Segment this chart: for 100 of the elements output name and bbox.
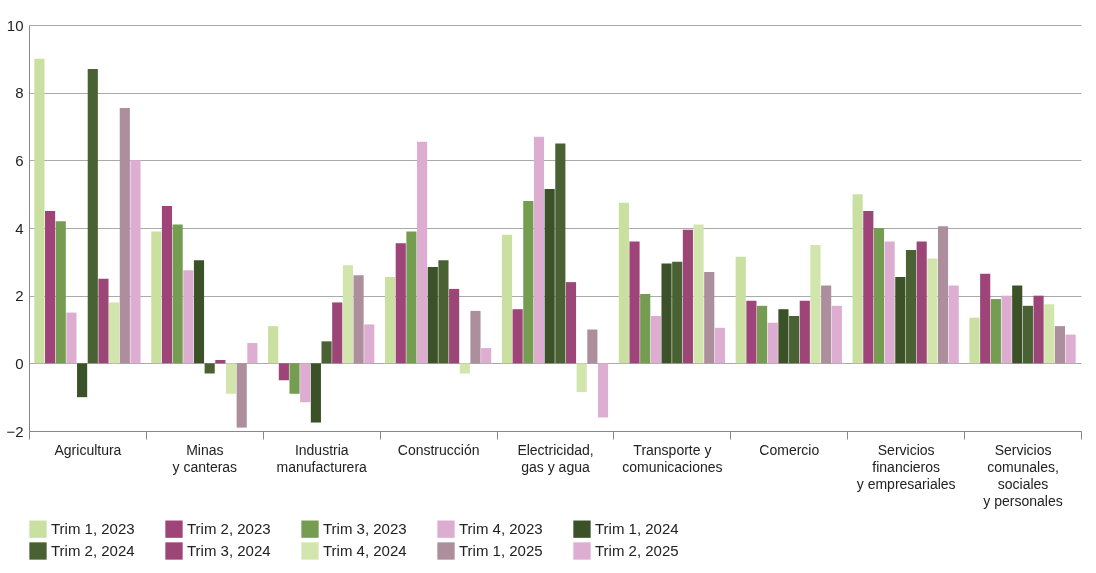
x-tick-label: Servicios financieros y empresariales — [856, 441, 956, 492]
bar — [735, 256, 746, 364]
bar — [810, 244, 821, 364]
legend-label: Trim 3, 2023 — [323, 520, 407, 538]
bar — [481, 348, 492, 364]
bar — [597, 363, 609, 418]
bar — [980, 273, 991, 364]
bar — [151, 231, 162, 364]
x-tick-label: Transporte y comunicaciones — [622, 441, 723, 475]
bar — [629, 241, 640, 364]
bar — [278, 363, 289, 381]
bar — [66, 312, 77, 364]
bar — [905, 249, 917, 364]
bar — [852, 194, 863, 364]
bar — [576, 363, 587, 393]
bar — [449, 288, 460, 364]
legend-label: Trim 2, 2025 — [595, 542, 679, 559]
bar — [873, 228, 885, 364]
bar — [172, 224, 183, 364]
bar — [87, 68, 98, 364]
bar — [247, 343, 258, 364]
x-tick-label: Industria manufacturera — [276, 441, 368, 475]
bar — [332, 302, 343, 364]
y-tick-label: 6 — [15, 151, 24, 169]
bar — [470, 310, 481, 364]
bar — [1033, 295, 1044, 364]
bar — [193, 260, 205, 364]
y-tick-label: 4 — [15, 219, 24, 237]
x-tick-label: Minas y canteras — [172, 441, 238, 475]
bar — [990, 299, 1001, 364]
bar — [937, 226, 949, 364]
bar — [789, 315, 800, 364]
bar — [130, 160, 141, 364]
bar — [927, 258, 938, 364]
bar — [778, 309, 789, 364]
bar — [757, 305, 768, 364]
bar — [438, 260, 449, 364]
bar — [799, 300, 810, 364]
y-tick-label: 8 — [15, 84, 24, 102]
bar — [268, 326, 279, 364]
bar — [119, 107, 130, 364]
bar — [672, 261, 683, 364]
bar — [45, 211, 56, 364]
legend-label: Trim 1, 2024 — [595, 520, 679, 538]
bar — [821, 285, 832, 364]
bar — [533, 136, 545, 364]
x-tick-label: Servicios comunales, sociales y personales — [983, 441, 1063, 509]
x-tick-label: Comercio — [759, 441, 820, 458]
y-tick-label: −2 — [6, 422, 24, 440]
x-tick-label: Construcción — [397, 441, 480, 458]
bar — [98, 278, 109, 364]
bar — [385, 277, 396, 364]
y-tick-label: 10 — [6, 16, 24, 34]
bar — [969, 317, 980, 364]
legend-label: Trim 4, 2023 — [459, 520, 543, 538]
bar — [300, 363, 311, 403]
bar — [523, 200, 534, 364]
bar — [916, 241, 927, 364]
bar — [395, 243, 406, 364]
legend-label: Trim 4, 2024 — [323, 542, 407, 559]
bar — [289, 363, 300, 394]
bar — [555, 143, 566, 364]
bar — [863, 211, 874, 364]
legend-label: Trim 1, 2023 — [51, 520, 135, 538]
bar — [459, 363, 470, 374]
bar — [225, 363, 237, 394]
bar — [544, 189, 555, 364]
x-tick-label: Agricultura — [54, 441, 122, 458]
bar — [1001, 295, 1012, 364]
legend-label: Trim 3, 2024 — [187, 542, 271, 559]
bar — [640, 293, 651, 364]
bar — [55, 221, 66, 364]
legend-label: Trim 1, 2025 — [459, 542, 543, 559]
bar — [767, 322, 778, 364]
bar — [204, 363, 215, 374]
bar — [884, 241, 895, 364]
bar — [342, 265, 353, 364]
bar — [353, 275, 364, 364]
bar — [618, 202, 629, 364]
bar — [34, 58, 45, 364]
bar — [682, 229, 693, 364]
legend-label: Trim 2, 2024 — [51, 542, 135, 559]
bar — [1022, 305, 1033, 364]
bar — [321, 341, 332, 364]
bar — [1065, 334, 1076, 364]
bar — [183, 270, 194, 364]
bar — [501, 234, 513, 364]
bar — [661, 263, 672, 364]
bar — [77, 363, 88, 398]
bar — [109, 302, 120, 364]
bar — [236, 363, 247, 428]
y-tick-label: 2 — [15, 287, 24, 305]
bar — [831, 305, 842, 364]
bar — [364, 324, 375, 364]
x-tick-label: Electricidad, gas y agua — [517, 441, 594, 475]
bar — [512, 309, 523, 364]
bar — [693, 224, 704, 364]
bar — [417, 141, 428, 364]
bar — [895, 277, 906, 364]
bar — [1054, 326, 1065, 364]
